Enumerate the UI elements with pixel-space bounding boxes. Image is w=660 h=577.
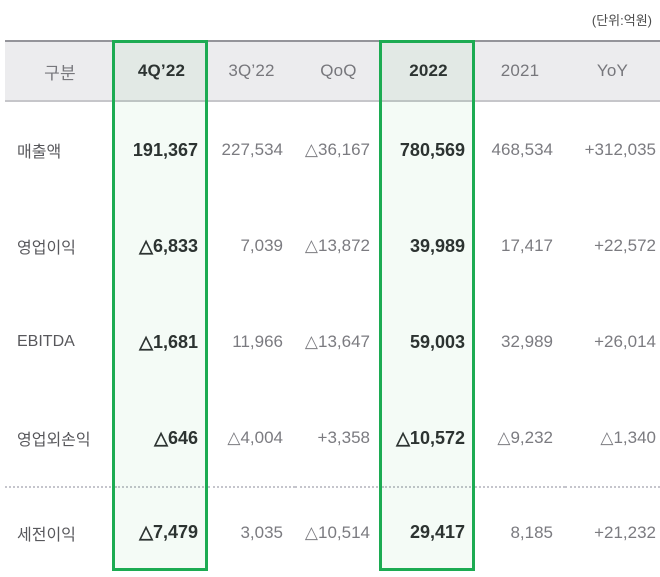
- header-4q22: 4Q’22: [115, 41, 208, 102]
- value-cell: 39,989: [382, 198, 475, 294]
- value-cell: 32,989: [475, 294, 565, 390]
- table-row-ebitda: EBITDA △1,681 11,966 △13,647 59,003 32,9…: [5, 294, 660, 390]
- value-cell: +22,572: [565, 198, 660, 294]
- table-row-pretax-income: 세전이익 △7,479 3,035 △10,514 29,417 8,185 +…: [5, 486, 660, 577]
- table-row-revenue: 매출액 191,367 227,534 △36,167 780,569 468,…: [5, 101, 660, 198]
- row-label: 영업외손익: [5, 390, 115, 487]
- header-2022: 2022: [382, 41, 475, 102]
- financial-table: 구분 4Q’22 3Q’22 QoQ 2022 2021 YoY 매출액 191…: [5, 40, 660, 577]
- header-2021: 2021: [475, 41, 565, 102]
- value-cell: △1,681: [115, 294, 208, 390]
- unit-label: (단위:억원): [591, 13, 652, 28]
- value-cell: 468,534: [475, 101, 565, 198]
- value-cell: △7,479: [115, 486, 208, 577]
- value-cell: 59,003: [382, 294, 475, 390]
- value-cell: △36,167: [295, 101, 382, 198]
- value-cell: △10,572: [382, 390, 475, 487]
- value-cell: 7,039: [208, 198, 295, 294]
- value-cell: △4,004: [208, 390, 295, 487]
- row-label: 매출액: [5, 101, 115, 198]
- value-cell: △9,232: [475, 390, 565, 487]
- header-3q22: 3Q’22: [208, 41, 295, 102]
- value-cell: +26,014: [565, 294, 660, 390]
- row-label: 세전이익: [5, 486, 115, 577]
- table-row-non-operating: 영업외손익 △646 △4,004 +3,358 △10,572 △9,232 …: [5, 390, 660, 487]
- value-cell: 8,185: [475, 486, 565, 577]
- header-gubun: 구분: [5, 41, 115, 102]
- header-qoq: QoQ: [295, 41, 382, 102]
- value-cell: +21,232: [565, 486, 660, 577]
- value-cell: 17,417: [475, 198, 565, 294]
- value-cell: 3,035: [208, 486, 295, 577]
- value-cell: △13,647: [295, 294, 382, 390]
- value-cell: △10,514: [295, 486, 382, 577]
- value-cell: △646: [115, 390, 208, 487]
- value-cell: 191,367: [115, 101, 208, 198]
- value-cell: +3,358: [295, 390, 382, 487]
- value-cell: △6,833: [115, 198, 208, 294]
- value-cell: 29,417: [382, 486, 475, 577]
- value-cell: △13,872: [295, 198, 382, 294]
- value-cell: △1,340: [565, 390, 660, 487]
- row-label: 영업이익: [5, 198, 115, 294]
- value-cell: 11,966: [208, 294, 295, 390]
- header-yoy: YoY: [565, 41, 660, 102]
- value-cell: 780,569: [382, 101, 475, 198]
- value-cell: 227,534: [208, 101, 295, 198]
- value-cell: +312,035: [565, 101, 660, 198]
- row-label: EBITDA: [5, 294, 115, 390]
- table-row-operating-profit: 영업이익 △6,833 7,039 △13,872 39,989 17,417 …: [5, 198, 660, 294]
- header-row: 구분 4Q’22 3Q’22 QoQ 2022 2021 YoY: [5, 41, 660, 102]
